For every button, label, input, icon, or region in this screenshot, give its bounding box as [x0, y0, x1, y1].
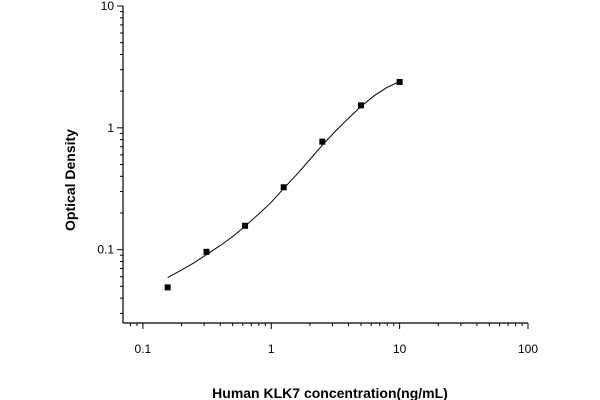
data-point — [396, 78, 403, 85]
x-tick-label: 0.1 — [135, 342, 152, 356]
data-point — [164, 284, 171, 291]
data-point — [203, 248, 210, 255]
y-tick-label: 10 — [101, 0, 115, 13]
y-tick-label: 1 — [107, 121, 114, 135]
x-tick-label: 100 — [518, 342, 538, 356]
axis-ticks — [117, 5, 529, 329]
data-points-layer — [164, 78, 403, 291]
y-tick-label: 0.1 — [97, 243, 114, 257]
data-point — [242, 222, 249, 229]
x-axis-title: Human KLK7 concentration(ng/mL) — [212, 385, 448, 400]
fit-curve-layer — [167, 81, 400, 279]
data-point — [280, 184, 287, 191]
data-point — [319, 138, 326, 145]
data-point — [357, 102, 364, 109]
y-axis-title: Optical Density — [62, 129, 78, 231]
x-tick-label: 1 — [268, 342, 275, 356]
x-tick-label: 10 — [393, 342, 407, 356]
axes-frame — [122, 6, 528, 324]
fit-curve — [167, 81, 400, 279]
tick-labels: 0.1 1 10 100 0.1 1 10 — [97, 0, 538, 356]
